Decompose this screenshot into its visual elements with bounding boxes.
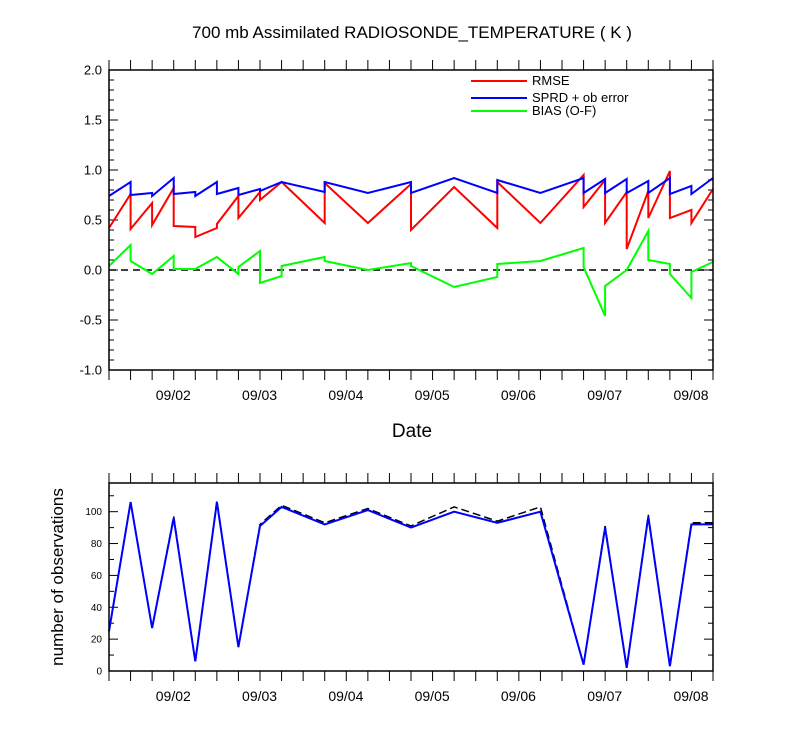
bottom-axes: 0 20 40 60 80 100 09/02 09/03 09/04 09/05 09/06 09/… [85,473,714,704]
x-tick-label: 09/03 [242,387,277,403]
series-line-bias-o-f [108,227,714,317]
chart-title: 700 mb Assimilated RADIOSONDE_TEMPERATUR… [192,23,632,42]
y-tick-label: 40 [91,603,103,614]
x-tick-label: 09/04 [328,688,363,704]
x-tick-label: 09/04 [328,387,363,403]
y-tick-label: 0.0 [84,263,102,278]
y-tick-label: -0.5 [80,313,102,328]
y-tick-label: -1.0 [80,363,102,378]
top-panel: 700 mb Assimilated RADIOSONDE_TEMPERATUR… [80,23,714,442]
legend-label: SPRD + ob error [532,90,629,105]
x-tick-label: 09/08 [673,688,708,704]
y-tick-label: 80 [91,539,103,550]
y-tick-label: 0 [96,667,102,678]
legend-label: BIAS (O-F) [532,103,596,118]
x-axis-label: Date [392,421,432,442]
legend-label: RMSE [532,73,570,88]
top-axes: -1.0 -0.5 0.0 0.5 1.0 1.5 2.0 09/02 09/03 09/04 09… [80,60,714,403]
x-tick-label: 09/08 [673,387,708,403]
series-line-observations-used [108,501,713,668]
y-axis-label: number of observations [48,488,67,666]
y-tick-label: 0.5 [84,213,102,228]
x-tick-label: 09/06 [501,688,536,704]
series-line-rmse [108,170,714,250]
bottom-panel: 0 20 40 60 80 100 09/02 09/03 09/04 09/05 09/06 09/… [48,473,714,704]
x-tick-label: 09/07 [587,387,622,403]
y-tick-label: 1.5 [84,113,102,128]
x-tick-label: 09/02 [156,387,191,403]
x-tick-label: 09/07 [587,688,622,704]
y-tick-label: 60 [91,571,103,582]
x-tick-label: 09/06 [501,387,536,403]
top-series [108,170,714,317]
bottom-plot-frame [108,482,714,672]
x-tick-label: 09/05 [415,688,450,704]
x-tick-label: 09/03 [242,688,277,704]
series-line-sprd-ob-error [108,175,714,199]
bottom-series [108,500,713,668]
top-plot-frame [108,69,714,371]
x-tick-label: 09/02 [156,688,191,704]
y-tick-label: 100 [85,507,102,518]
x-tick-label: 09/05 [415,387,450,403]
y-tick-label: 20 [91,635,103,646]
y-tick-label: 2.0 [84,63,102,78]
y-tick-label: 1.0 [84,163,102,178]
